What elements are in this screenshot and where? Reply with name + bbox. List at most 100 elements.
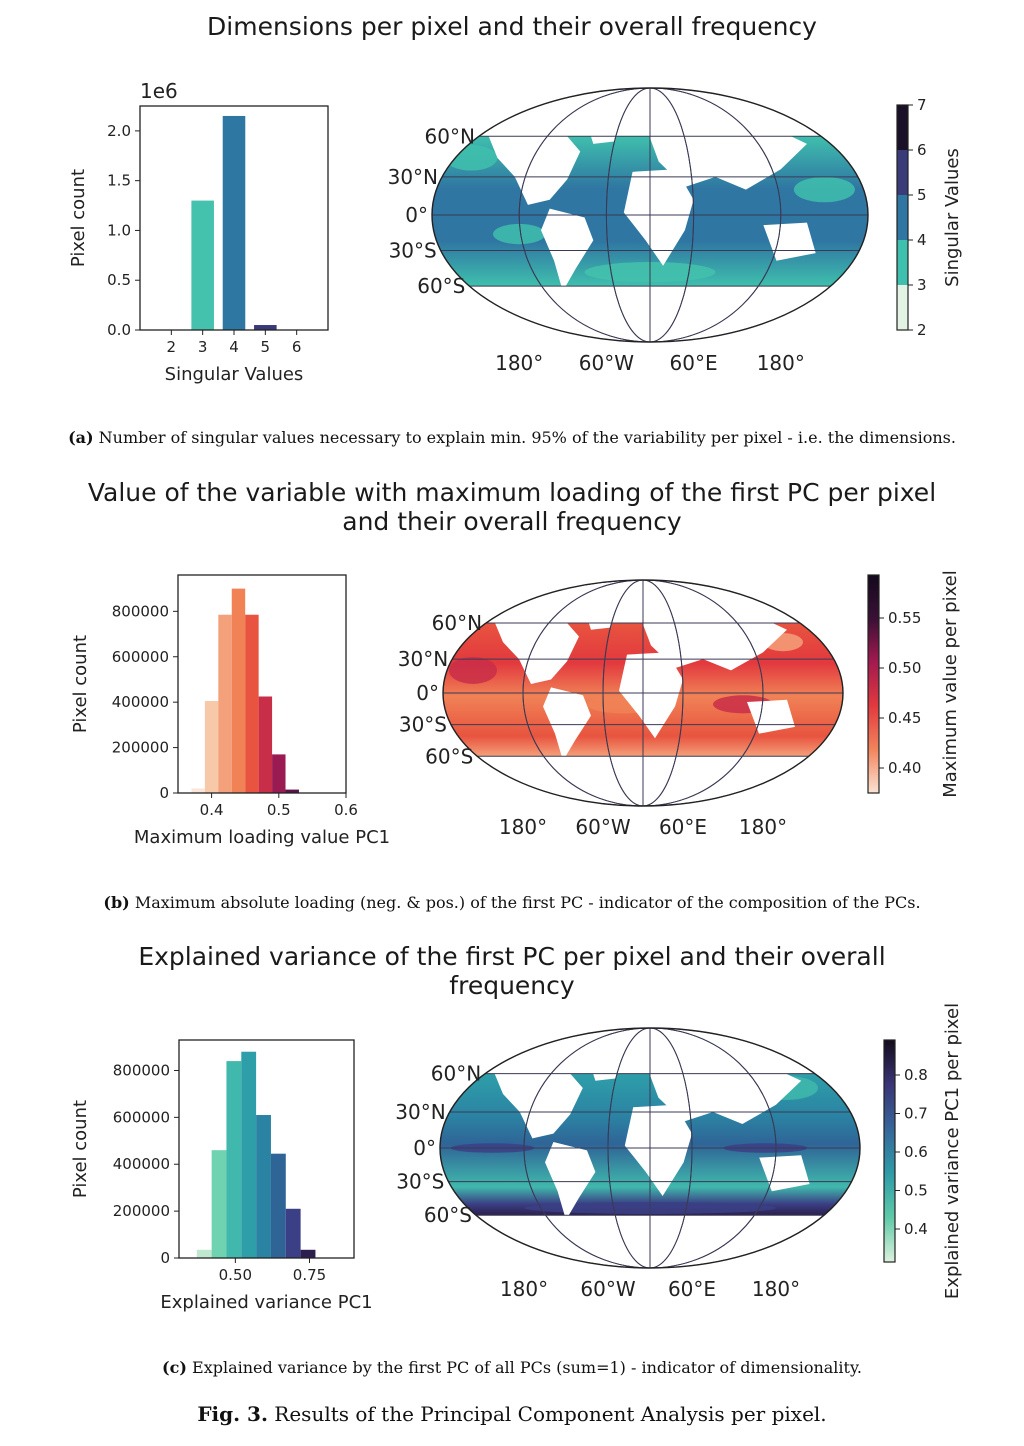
longitude-label: 180°: [500, 1277, 548, 1301]
panel-a-figure: 2 3 4 5 6 0.0 0.5 1.0 1.5 2.0 Singular Values Pixel…: [68, 79, 963, 385]
y-axis-label: Pixel count: [70, 1100, 91, 1198]
colorbar-tick-label: 0.40: [888, 759, 921, 777]
longitude-label: 60°W: [575, 815, 630, 839]
y-tick-label: 200000: [113, 1202, 170, 1220]
bar-5: [254, 325, 277, 330]
panel-b-caption-text: Maximum absolute loading (neg. & pos.) o…: [134, 893, 921, 912]
x-tick-label: 0.75: [293, 1266, 326, 1284]
longitude-label: 180°: [752, 1277, 800, 1301]
colorbar-frame: [883, 1039, 896, 1263]
axes-frame: [177, 574, 347, 794]
colorbar-frame: [896, 104, 909, 331]
figure-caption-text: Results of the Principal Component Analy…: [274, 1402, 827, 1426]
south-america-land: [545, 1142, 596, 1220]
axes-frame: [139, 105, 329, 331]
x-tick-label: 0.50: [219, 1266, 252, 1284]
latitude-label: 60°S: [417, 274, 465, 298]
histogram-bar: [196, 1249, 212, 1258]
x-axis-label: Explained variance PC1: [160, 1292, 372, 1313]
map-content: [443, 580, 843, 806]
panel-c-caption-text: Explained variance by the first PC of al…: [192, 1358, 862, 1377]
colorbar-frame: [867, 574, 880, 794]
y-axis-label: Pixel count: [68, 169, 89, 267]
longitude-label: 60°E: [668, 1277, 716, 1301]
figure-caption-label: Fig. 3.: [197, 1402, 268, 1426]
panel-a-colorbar: 2 3 4 5 6 7 Singular Values: [896, 96, 963, 339]
colorbar-label: Maximum value per pixel: [940, 570, 961, 798]
panel-b-title-line-2: and their overall frequency: [342, 507, 682, 536]
colorbar-segment: [897, 150, 908, 195]
colorbar-tick-label: 0.55: [888, 609, 921, 627]
colorbar-gradient-bar: [868, 575, 879, 793]
histogram-bar: [272, 754, 286, 793]
y-tick-label: 1.5: [107, 172, 131, 190]
histogram-bar: [231, 588, 246, 793]
meridian-line: [518, 88, 782, 342]
histogram-bar: [241, 1051, 257, 1258]
x-tick-label: 0.4: [200, 801, 224, 819]
latitude-label: 60°N: [431, 1062, 481, 1086]
panel-c-caption-label: (c): [162, 1358, 187, 1377]
latitude-label: 60°S: [424, 1203, 472, 1227]
latitude-label: 60°N: [425, 124, 475, 148]
africa-land: [619, 652, 683, 739]
north-america-land: [488, 126, 581, 205]
ocean-patch: [449, 656, 497, 684]
ocean-patch: [445, 145, 498, 171]
panel-b-caption: (b) Maximum absolute loading (neg. & pos…: [0, 893, 1024, 912]
histogram-bar: [256, 1115, 271, 1258]
panel-c-title-line-1: Explained variance of the first PC per p…: [138, 942, 886, 971]
ocean-patch: [793, 176, 855, 203]
north-america-land: [494, 1064, 583, 1139]
longitude-label: 60°W: [580, 1277, 635, 1301]
histogram-bar: [191, 788, 205, 793]
colorbar-tick-label: 3: [917, 276, 927, 294]
colorbar-tick-label: 2: [917, 321, 927, 339]
x-axis-label: Singular Values: [165, 364, 304, 385]
map-content: [432, 88, 868, 342]
x-tick-label: 0.6: [334, 801, 358, 819]
latitude-label: 30°S: [396, 1170, 444, 1194]
panel-a-title: Dimensions per pixel and their overall f…: [0, 12, 1024, 41]
panel-b-caption-label: (b): [103, 893, 130, 912]
ocean-patch: [493, 223, 546, 245]
y-tick-label: 400000: [113, 1155, 170, 1173]
panel-c-figure: 0.50 0.75 0 200000 400000 600000 800000 Explain…: [70, 1003, 963, 1313]
panel-c-histogram: 0.50 0.75 0 200000 400000 600000 800000 Explain…: [70, 1039, 373, 1313]
x-tick-label: 3: [198, 338, 208, 356]
longitude-label: 60°W: [579, 351, 634, 375]
y-tick-label: 800000: [113, 1061, 170, 1079]
colorbar-tick-label: 5: [917, 186, 927, 204]
histogram-bar: [218, 614, 232, 793]
map-content: [440, 1028, 860, 1268]
y-tick-label: 400000: [112, 693, 169, 711]
panel-b-map: 60°N 30°N 0° 30°S 60°S 180° 60°W 60°E 180°: [398, 579, 844, 839]
y-tick-label: 0.0: [107, 321, 131, 339]
histogram-bar: [285, 1208, 301, 1258]
meridian-line: [605, 88, 695, 342]
histogram-bar: [204, 701, 219, 793]
latitude-label: 30°N: [395, 1100, 445, 1124]
latitude-label: 0°: [416, 681, 439, 705]
australia-land: [763, 222, 816, 261]
panel-a-title-line-1: Dimensions per pixel and their overall f…: [207, 12, 817, 41]
x-tick-label: 5: [261, 338, 271, 356]
panel-a-caption: (a) Number of singular values necessary …: [0, 428, 1024, 447]
y-tick-label: 0: [160, 1249, 170, 1267]
map-border: [439, 1027, 861, 1269]
panel-b-title: Value of the variable with maximum loadi…: [0, 478, 1024, 536]
colorbar-tick-label: 0.7: [904, 1105, 928, 1123]
y-tick-label: 600000: [112, 648, 169, 666]
longitude-label: 60°E: [670, 351, 718, 375]
panel-c-colorbar: 0.4 0.5 0.6 0.7 0.8 Explained variance PC1 pe…: [883, 1003, 963, 1299]
panel-b-histogram: 0.4 0.5 0.6 0 200000 400000 600000 800000 Maximu…: [70, 574, 390, 848]
panel-c-caption: (c) Explained variance by the first PC o…: [0, 1358, 1024, 1377]
south-america-land: [541, 208, 594, 292]
australia-land: [759, 1155, 810, 1192]
y-tick-label: 2.0: [107, 122, 131, 140]
map-border: [431, 87, 869, 343]
eurasia-land: [645, 1059, 802, 1124]
panel-a-map: 60°N 30°N 0° 30°S 60°S 180° 60°W 60°E 180°: [388, 87, 869, 375]
x-tick-label: 4: [229, 338, 239, 356]
colorbar-tick-label: 0.5: [904, 1182, 928, 1200]
